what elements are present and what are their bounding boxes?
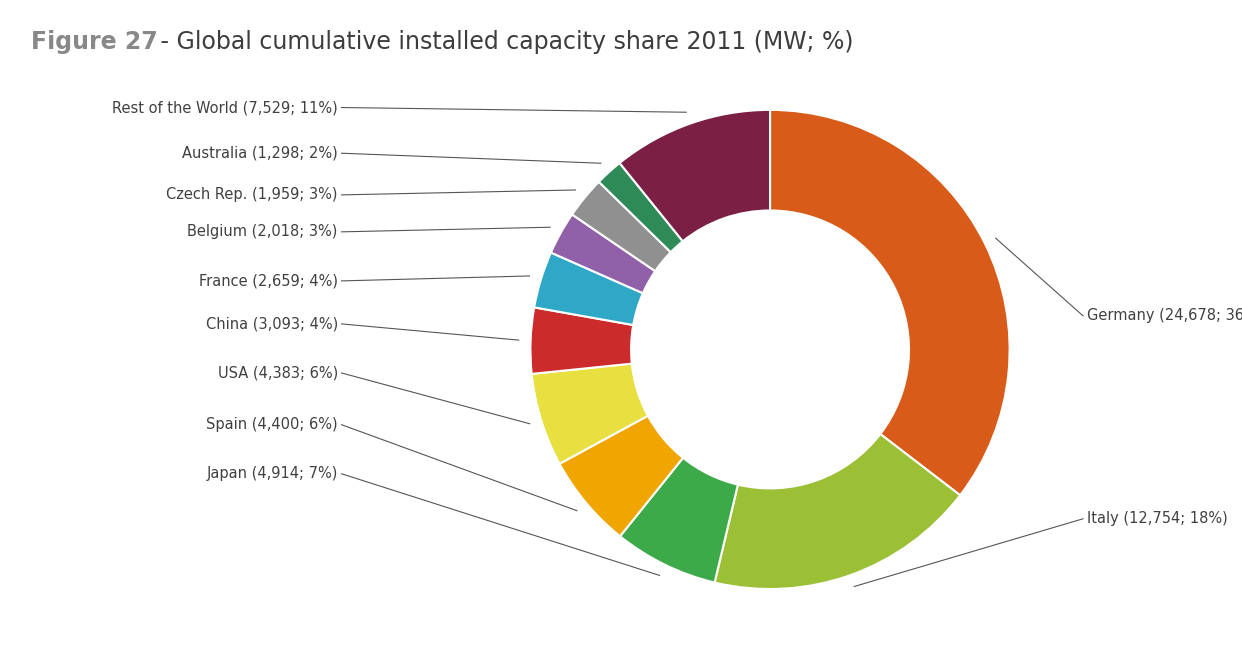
Text: Spain (4,400; 6%): Spain (4,400; 6%) bbox=[206, 417, 338, 432]
Text: China (3,093; 4%): China (3,093; 4%) bbox=[206, 317, 338, 331]
Text: Italy (12,754; 18%): Italy (12,754; 18%) bbox=[1087, 511, 1227, 526]
Wedge shape bbox=[620, 110, 770, 241]
Wedge shape bbox=[714, 434, 960, 589]
Wedge shape bbox=[770, 110, 1010, 495]
Wedge shape bbox=[551, 214, 656, 293]
Text: Czech Rep. (1,959; 3%): Czech Rep. (1,959; 3%) bbox=[166, 187, 338, 202]
Text: Figure 27: Figure 27 bbox=[31, 30, 158, 54]
Text: France (2,659; 4%): France (2,659; 4%) bbox=[199, 274, 338, 288]
Text: Australia (1,298; 2%): Australia (1,298; 2%) bbox=[183, 146, 338, 161]
Text: Belgium (2,018; 3%): Belgium (2,018; 3%) bbox=[188, 224, 338, 239]
Wedge shape bbox=[534, 253, 643, 325]
Text: Germany (24,678; 36%): Germany (24,678; 36%) bbox=[1087, 308, 1242, 323]
Wedge shape bbox=[599, 163, 683, 252]
Wedge shape bbox=[559, 416, 683, 536]
Text: - Global cumulative installed capacity share 2011 (MW; %): - Global cumulative installed capacity s… bbox=[153, 30, 853, 54]
Wedge shape bbox=[530, 307, 633, 374]
Text: USA (4,383; 6%): USA (4,383; 6%) bbox=[217, 366, 338, 380]
Text: Rest of the World (7,529; 11%): Rest of the World (7,529; 11%) bbox=[112, 100, 338, 115]
Text: Japan (4,914; 7%): Japan (4,914; 7%) bbox=[206, 466, 338, 481]
Wedge shape bbox=[532, 364, 648, 464]
Wedge shape bbox=[620, 458, 738, 583]
Wedge shape bbox=[573, 182, 671, 271]
